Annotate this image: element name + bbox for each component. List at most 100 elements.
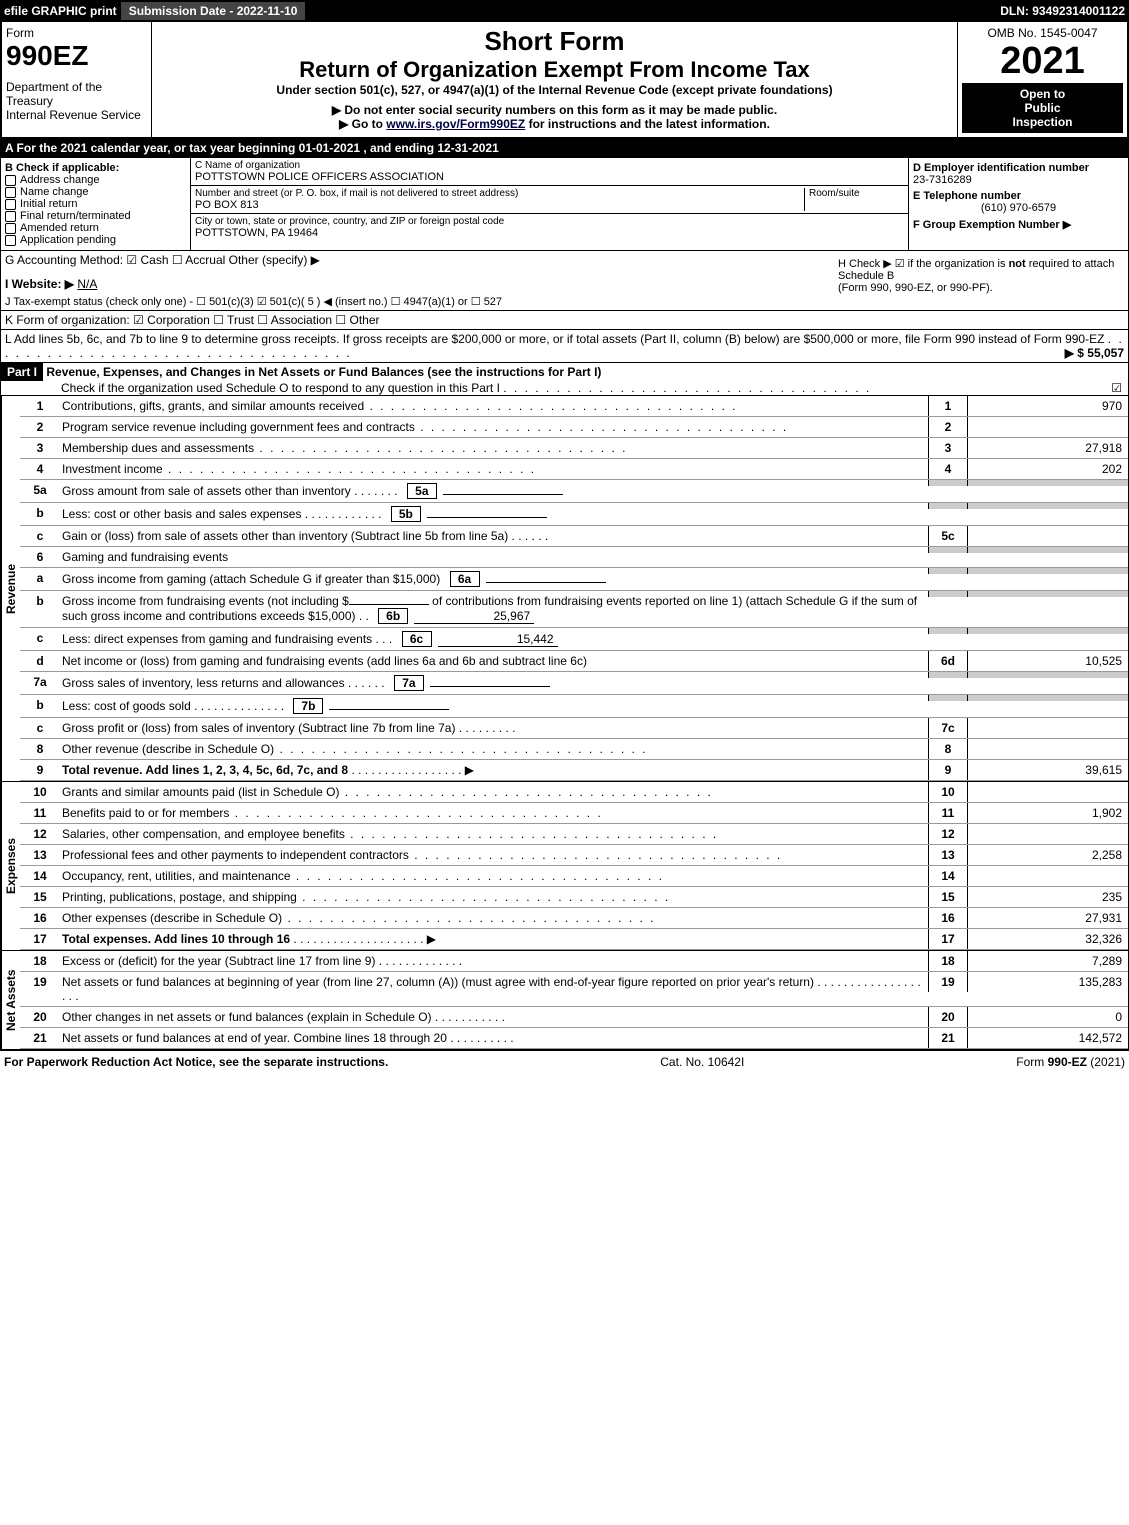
irs-link[interactable]: www.irs.gov/Form990EZ <box>386 117 525 131</box>
ssn-note: ▶ Do not enter social security numbers o… <box>156 103 953 117</box>
ln-box: 14 <box>928 866 968 886</box>
line-h: H Check ▶ ☑ if the organization is not r… <box>834 253 1124 308</box>
ln-num: 19 <box>20 972 60 992</box>
ln-num: d <box>20 651 60 671</box>
ln-desc: Membership dues and assessments <box>62 441 254 455</box>
footer-right-bold: 990-EZ <box>1048 1055 1087 1069</box>
part1-checkbox[interactable]: ☑ <box>1111 381 1122 395</box>
ln-box: 16 <box>928 908 968 928</box>
ln-box-gray <box>928 628 968 634</box>
ln-desc: Total revenue. Add lines 1, 2, 3, 4, 5c,… <box>62 763 348 777</box>
checkbox-pending[interactable] <box>5 235 16 246</box>
col-d: D Employer identification number 23-7316… <box>908 158 1128 250</box>
ln-desc: Gain or (loss) from sale of assets other… <box>62 529 508 543</box>
line-j: J Tax-exempt status (check only one) - ☐… <box>5 295 834 308</box>
website-value: N/A <box>77 277 97 291</box>
ln-num: b <box>20 503 60 523</box>
ln-desc: Benefits paid to or for members <box>62 806 229 820</box>
city-value: POTTSTOWN, PA 19464 <box>195 227 904 239</box>
ln-desc: Other changes in net assets or fund bala… <box>62 1010 432 1024</box>
sub-amt <box>486 582 606 583</box>
ln-num: c <box>20 628 60 648</box>
checkbox-initial-return[interactable] <box>5 199 16 210</box>
checkbox-final-return[interactable] <box>5 211 16 222</box>
h-line2: (Form 990, 990-EZ, or 990-PF). <box>838 282 1120 294</box>
main-title: Return of Organization Exempt From Incom… <box>156 57 953 83</box>
section-g-h: G Accounting Method: ☑ Cash ☐ Accrual Ot… <box>0 251 1129 311</box>
submission-date: Submission Date - 2022-11-10 <box>121 2 306 20</box>
section-a: A For the 2021 calendar year, or tax yea… <box>0 139 1129 158</box>
ln-desc: Excess or (deficit) for the year (Subtra… <box>62 954 375 968</box>
ln-amt-gray <box>968 591 1128 597</box>
ln-amt <box>968 739 1128 745</box>
ln-box: 12 <box>928 824 968 844</box>
ln-amt: 235 <box>968 887 1128 907</box>
header-center: Short Form Return of Organization Exempt… <box>152 22 957 137</box>
ln-desc: Salaries, other compensation, and employ… <box>62 827 345 841</box>
ln-desc: Program service revenue including govern… <box>62 420 415 434</box>
header-left: Form 990EZ Department of the Treasury In… <box>2 22 152 137</box>
ln-box: 4 <box>928 459 968 479</box>
part1-label: Part I <box>1 363 43 381</box>
efile-label[interactable]: efile GRAPHIC print <box>4 4 117 18</box>
ln-num: 16 <box>20 908 60 928</box>
ln-box-gray <box>928 591 968 597</box>
ln-desc: Investment income <box>62 462 163 476</box>
grp-label-text: F Group Exemption Number <box>913 219 1060 231</box>
footer-right-post: (2021) <box>1087 1055 1125 1069</box>
page-footer: For Paperwork Reduction Act Notice, see … <box>0 1050 1129 1073</box>
ln-amt: 202 <box>968 459 1128 479</box>
ln-box: 8 <box>928 739 968 759</box>
sub-amt: 15,442 <box>438 632 558 647</box>
checkbox-amended[interactable] <box>5 223 16 234</box>
sub-amt: 25,967 <box>414 609 534 624</box>
sub-label: 7b <box>293 698 323 714</box>
sub-amt <box>430 686 550 687</box>
ln-amt: 2,258 <box>968 845 1128 865</box>
ln-num: 7a <box>20 672 60 692</box>
sub-label: 6b <box>378 608 408 624</box>
ln-num: 8 <box>20 739 60 759</box>
badge-line1: Open to <box>966 87 1119 101</box>
netassets-section: Net Assets 18 Excess or (deficit) for the… <box>0 951 1129 1050</box>
omb-number: OMB No. 1545-0047 <box>962 26 1123 40</box>
ln-box: 2 <box>928 417 968 437</box>
ln-num: 20 <box>20 1007 60 1027</box>
ln-box: 20 <box>928 1007 968 1027</box>
netassets-vert-label: Net Assets <box>1 951 20 1049</box>
top-bar: efile GRAPHIC print Submission Date - 20… <box>0 0 1129 22</box>
cb-label-5: Application pending <box>20 234 116 246</box>
ein-label: D Employer identification number <box>913 162 1124 174</box>
ln-num: 3 <box>20 438 60 458</box>
cb-label-3: Final return/terminated <box>20 210 131 222</box>
ln-box: 18 <box>928 951 968 971</box>
ln-amt-gray <box>968 503 1128 509</box>
goto-note: ▶ Go to www.irs.gov/Form990EZ for instru… <box>156 117 953 131</box>
ln-desc: Less: cost of goods sold <box>62 699 191 713</box>
ln-amt-gray <box>968 547 1128 553</box>
ln-num: 13 <box>20 845 60 865</box>
part1-title: Revenue, Expenses, and Changes in Net As… <box>46 365 601 379</box>
inspection-badge: Open to Public Inspection <box>962 83 1123 133</box>
note2-post: for instructions and the latest informat… <box>525 117 770 131</box>
sub-label: 6a <box>450 571 480 587</box>
ln-amt: 970 <box>968 396 1128 416</box>
ln-num: 10 <box>20 782 60 802</box>
ln-desc: Net income or (loss) from gaming and fun… <box>62 654 587 668</box>
ln-amt <box>968 782 1128 788</box>
street-value: PO BOX 813 <box>195 199 804 211</box>
line-l: L Add lines 5b, 6c, and 7b to line 9 to … <box>0 330 1129 363</box>
ln-desc: Other revenue (describe in Schedule O) <box>62 742 274 756</box>
expenses-vert-label: Expenses <box>1 782 20 950</box>
ln-desc: Net assets or fund balances at beginning… <box>62 975 814 989</box>
ln-num: 11 <box>20 803 60 823</box>
name-label: C Name of organization <box>195 160 904 171</box>
expenses-section: Expenses 10Grants and similar amounts pa… <box>0 782 1129 951</box>
ln-amt-gray <box>968 480 1128 486</box>
checkbox-name-change[interactable] <box>5 187 16 198</box>
ein-value: 23-7316289 <box>913 174 1124 186</box>
checkbox-address-change[interactable] <box>5 175 16 186</box>
ln-box: 15 <box>928 887 968 907</box>
h-pre: H Check ▶ ☑ if the organization is <box>838 258 1009 270</box>
ln-amt: 32,326 <box>968 929 1128 949</box>
